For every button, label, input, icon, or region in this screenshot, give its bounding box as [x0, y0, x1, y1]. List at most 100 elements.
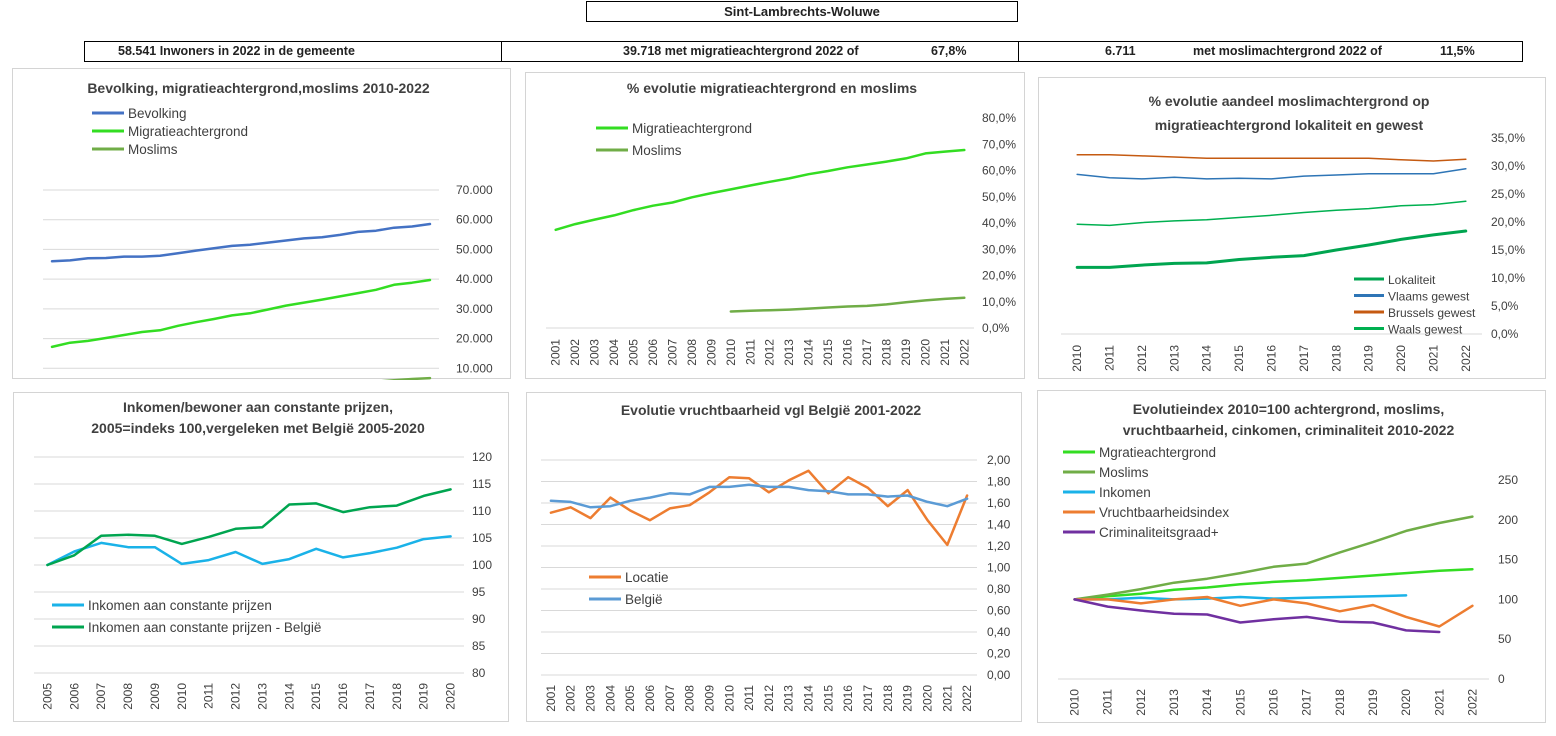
chart-title: % evolutie aandeel moslimachtergrond op	[1149, 93, 1430, 109]
chart-evolution-index: Evolutieindex 2010=100 achtergrond, mosl…	[1037, 390, 1546, 723]
x-tick-label: 2003	[588, 339, 602, 366]
series-line-moslims	[729, 296, 966, 313]
y-tick-label: 110	[472, 504, 491, 518]
series-line-vlaams-gewest	[1076, 168, 1467, 180]
series-line-migratieachtergrond	[554, 148, 966, 232]
series-line-brussels-gewest	[1076, 154, 1467, 162]
x-tick-label: 2009	[704, 339, 718, 366]
y-tick-label: 80,0%	[982, 111, 1016, 125]
x-tick-label: 2013	[782, 339, 796, 366]
series-line-mgratieachtergrond	[1073, 567, 1474, 601]
y-tick-label: 25,0%	[1491, 187, 1525, 201]
x-tick-label: 2005	[627, 339, 641, 366]
y-tick-label: 0,80	[987, 582, 1011, 596]
x-tick-label: 2011	[743, 339, 757, 365]
x-tick-label: 2014	[802, 339, 816, 366]
chart-title: Evolutie vruchtbaarheid vgl België 2001-…	[621, 402, 922, 418]
x-tick-label: 2011	[742, 685, 756, 711]
x-tick-label: 2019	[899, 339, 913, 366]
y-tick-label: 105	[472, 531, 492, 545]
x-tick-label: 2015	[821, 339, 835, 366]
x-tick-label: 2014	[1200, 345, 1214, 372]
x-tick-label: 2020	[1394, 345, 1408, 372]
legend-label: Migratieachtergrond	[632, 121, 752, 136]
y-tick-label: 0,00	[987, 668, 1011, 682]
x-tick-label: 2016	[336, 683, 350, 710]
chart-title: Evolutieindex 2010=100 achtergrond, mosl…	[1133, 401, 1445, 417]
legend-label: België	[625, 592, 663, 607]
series-line-inkomen-aan-constante-prijzen-belgi	[46, 488, 452, 567]
x-tick-label: 2010	[1068, 689, 1082, 716]
legend-label: Bevolking	[128, 106, 187, 121]
legend-label: Criminaliteitsgraad+	[1099, 525, 1219, 540]
x-tick-label: 2002	[564, 685, 578, 712]
x-tick-label: 2015	[309, 683, 323, 710]
x-tick-label: 2001	[549, 339, 563, 366]
y-tick-label: 1,60	[987, 496, 1011, 510]
x-tick-label: 2018	[881, 685, 895, 712]
chart-title: Bevolking, migratieachtergrond,moslims 2…	[87, 80, 430, 96]
y-tick-label: 150	[1498, 553, 1518, 567]
chart-population: Bevolking, migratieachtergrond,moslims 2…	[12, 68, 511, 380]
y-tick-label: 60,0%	[982, 164, 1016, 178]
x-tick-label: 2020	[1399, 689, 1413, 716]
x-tick-label: 2018	[1333, 689, 1347, 716]
legend-label: Moslims	[128, 142, 178, 157]
x-tick-label: 2014	[802, 685, 816, 712]
chart-fertility: Evolutie vruchtbaarheid vgl België 2001-…	[526, 392, 1022, 722]
x-tick-label: 2021	[1426, 345, 1440, 372]
x-tick-label: 2019	[1362, 345, 1376, 372]
x-tick-label: 2008	[121, 683, 135, 710]
migration-pct: 67,8%	[931, 44, 967, 58]
y-tick-label: 0,40	[987, 625, 1011, 639]
x-tick-label: 2013	[782, 685, 796, 712]
x-tick-label: 2014	[282, 683, 296, 710]
x-tick-label: 2016	[841, 339, 855, 366]
y-tick-label: 2,00	[987, 453, 1011, 467]
x-tick-label: 2006	[643, 685, 657, 712]
x-tick-label: 2005	[40, 683, 54, 710]
x-tick-label: 2018	[879, 339, 893, 366]
y-tick-label: 40.000	[456, 272, 493, 286]
y-tick-label: 120	[472, 450, 492, 464]
series-line-inkomen	[1073, 594, 1408, 601]
muslim-count: 6.711	[1105, 44, 1136, 58]
y-tick-label: 10.000	[456, 361, 493, 375]
y-tick-label: 20.000	[456, 332, 493, 346]
y-tick-label: 50,0%	[982, 190, 1016, 204]
x-tick-label: 2021	[1432, 689, 1446, 716]
series-line-belgi	[549, 483, 969, 509]
chart-muslim-share: % evolutie aandeel moslimachtergrond op m…	[1038, 77, 1546, 379]
y-tick-label: 35,0%	[1491, 131, 1525, 145]
x-tick-label: 2020	[920, 685, 934, 712]
series-line-waals-gewest	[1076, 200, 1467, 227]
x-tick-label: 2020	[918, 339, 932, 366]
legend-label: Migratieachtergrond	[128, 124, 248, 139]
x-tick-label: 2016	[1265, 345, 1279, 372]
x-tick-label: 2019	[417, 683, 431, 710]
y-tick-label: 85	[472, 639, 486, 653]
chart-title: vruchtbaarheid, cinkomen, criminaliteit …	[1123, 422, 1455, 438]
y-tick-label: 10,0%	[982, 295, 1016, 309]
y-tick-label: 200	[1498, 513, 1518, 527]
y-tick-label: 30,0%	[1491, 159, 1525, 173]
x-tick-label: 2009	[702, 685, 716, 712]
x-tick-label: 2016	[1267, 689, 1281, 716]
legend-label: Moslims	[632, 143, 682, 158]
series-line-vruchtbaarheidsindex	[1073, 595, 1474, 628]
y-tick-label: 70.000	[456, 183, 493, 197]
x-tick-label: 2017	[860, 339, 874, 366]
y-tick-label: 95	[472, 585, 486, 599]
chart-title: % evolutie migratieachtergrond en moslim…	[627, 80, 917, 96]
y-tick-label: 50	[1498, 632, 1512, 646]
x-tick-label: 2008	[685, 339, 699, 366]
x-tick-label: 2013	[1167, 345, 1181, 372]
x-tick-label: 2019	[901, 685, 915, 712]
y-tick-label: 70,0%	[982, 137, 1016, 151]
x-tick-label: 2021	[938, 339, 952, 366]
y-tick-label: 1,40	[987, 518, 1011, 532]
legend-label: Lokaliteit	[1388, 273, 1436, 287]
x-tick-label: 2012	[229, 683, 243, 710]
x-tick-label: 2017	[861, 685, 875, 712]
chart-title: 2005=indeks 100,vergeleken met België 20…	[91, 420, 425, 436]
